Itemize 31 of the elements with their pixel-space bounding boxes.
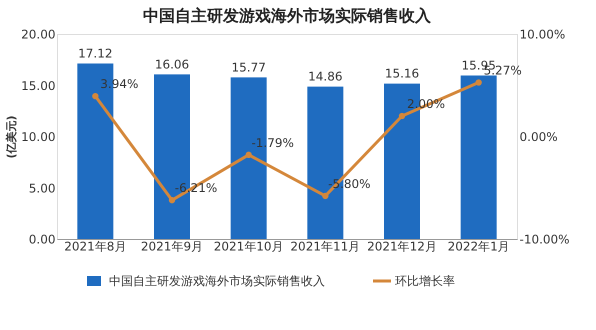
y2-tick-label: -10.00% [520, 232, 570, 246]
y-tick-label: 0.00 [28, 232, 56, 246]
x-tick-label: 2021年10月 [214, 240, 284, 254]
y-axis-title: (亿美元) [5, 115, 18, 159]
x-tick-label: 2022年1月 [448, 240, 510, 254]
point [246, 152, 252, 158]
y-tick-label: 20.00 [21, 28, 56, 42]
data-label: 15.16 [384, 66, 420, 81]
data-label: 14.86 [308, 70, 343, 84]
point [92, 92, 98, 100]
y2-tick-label: 0.00% [520, 130, 558, 144]
point [168, 196, 176, 204]
x-tick-label: 2021年9月 [140, 240, 204, 254]
legend-label: 环比增长率 [395, 274, 455, 288]
point [322, 192, 328, 200]
data-label: 2.00% [406, 97, 446, 111]
point [476, 79, 482, 86]
bar [460, 76, 497, 239]
data-label: 17.12 [78, 46, 113, 61]
chart-title: 中国自主研发游戏海外市场实际销售收入 [143, 6, 432, 25]
y-tick-label: 5.00 [28, 181, 56, 196]
y-tick-label: 10.00 [21, 130, 56, 144]
x-tick-label: 2021年12月 [367, 240, 437, 254]
y2-tick-label: 10.00% [520, 28, 566, 42]
legend-label: 中国自主研发游戏海外市场实际销售收入 [109, 274, 325, 288]
data-label: 15.77 [231, 60, 266, 74]
point [398, 112, 406, 120]
y-tick-label: 15.00 [21, 78, 56, 93]
data-label: 16.06 [154, 57, 190, 72]
x-tick-label: 2021年11月 [290, 240, 360, 254]
x-tick-label: 2021年8月 [64, 240, 126, 254]
